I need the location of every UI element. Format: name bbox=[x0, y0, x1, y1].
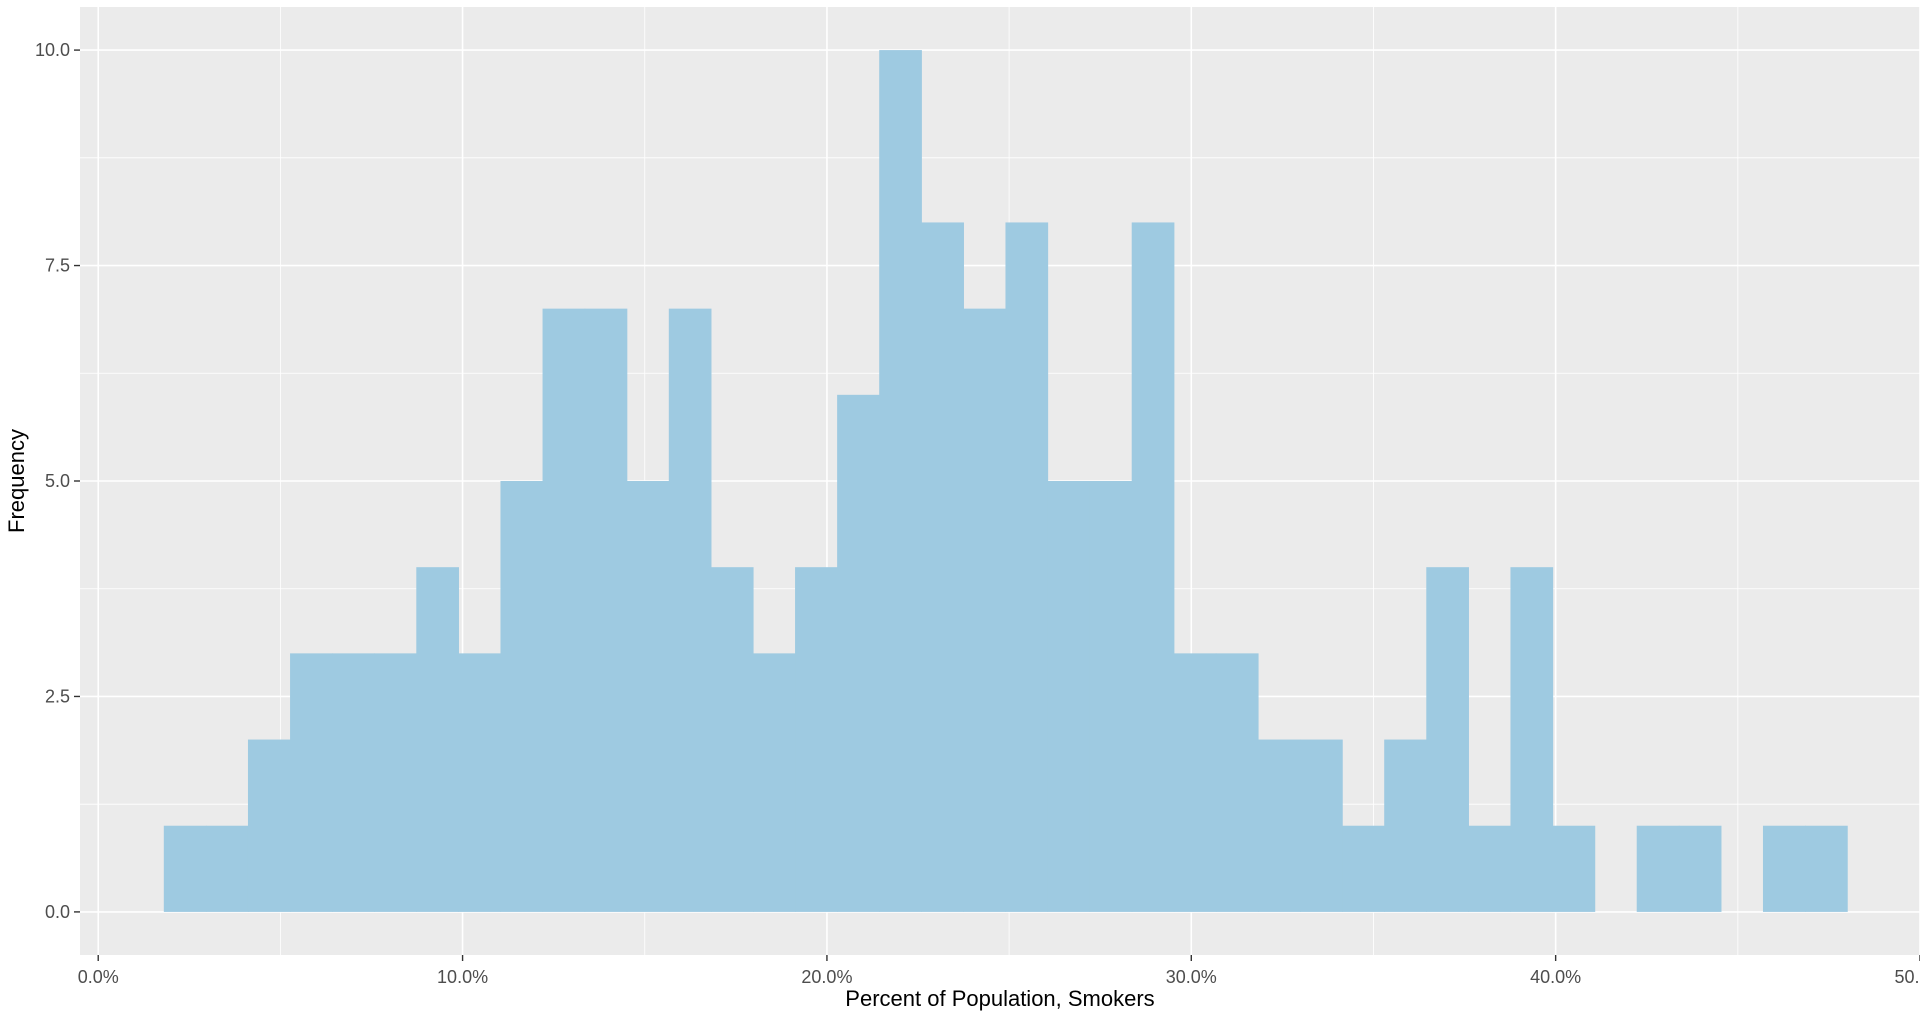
x-tick-label: 20.0% bbox=[801, 967, 852, 987]
histogram-bar bbox=[795, 567, 838, 912]
histogram-bar bbox=[500, 481, 544, 912]
histogram-bar bbox=[921, 222, 964, 912]
histogram-bar bbox=[1468, 825, 1512, 912]
histogram-bar bbox=[1005, 222, 1049, 912]
histogram-bar bbox=[626, 481, 670, 912]
histogram-bar bbox=[963, 308, 1007, 912]
y-tick-label: 7.5 bbox=[45, 256, 70, 276]
histogram-bar bbox=[374, 653, 417, 912]
x-axis-ticks: 0.0% 10.0% 20.0% 30.0% 40.0% 50.0% bbox=[78, 955, 1920, 987]
y-tick-label: 2.5 bbox=[45, 686, 70, 706]
x-tick-label: 10.0% bbox=[437, 967, 488, 987]
y-axis-ticks: 0.0 2.5 5.0 7.5 10.0 bbox=[35, 40, 80, 922]
histogram-bars bbox=[163, 50, 1848, 912]
histogram-bar bbox=[163, 825, 207, 912]
histogram-bar bbox=[879, 50, 922, 912]
histogram-bar bbox=[1173, 653, 1217, 912]
x-tick-label: 40.0% bbox=[1530, 967, 1581, 987]
histogram-bar bbox=[710, 567, 754, 912]
histogram-bar bbox=[1510, 567, 1554, 912]
histogram-bar bbox=[1215, 653, 1259, 912]
histogram-bar bbox=[247, 739, 291, 912]
histogram-bar bbox=[1047, 481, 1091, 912]
histogram-bar bbox=[416, 567, 459, 912]
histogram-bar bbox=[1342, 825, 1385, 912]
x-axis-title: Percent of Population, Smokers bbox=[845, 986, 1154, 1011]
histogram-bar bbox=[1426, 567, 1469, 912]
histogram-bar bbox=[752, 653, 796, 912]
histogram-bar bbox=[205, 825, 249, 912]
x-tick-label: 0.0% bbox=[78, 967, 119, 987]
histogram-bar bbox=[1131, 222, 1175, 912]
histogram-bar bbox=[332, 653, 375, 912]
histogram-bar bbox=[837, 394, 880, 912]
histogram-bar bbox=[1089, 481, 1133, 912]
x-tick-label: 30.0% bbox=[1166, 967, 1217, 987]
histogram-bar bbox=[1678, 825, 1722, 912]
histogram-bar bbox=[458, 653, 502, 912]
histogram-bar bbox=[1636, 825, 1680, 912]
histogram-bar bbox=[290, 653, 333, 912]
y-tick-label: 5.0 bbox=[45, 471, 70, 491]
histogram-bar bbox=[1384, 739, 1427, 912]
histogram-bar bbox=[584, 308, 628, 912]
histogram-bar bbox=[1257, 739, 1301, 912]
y-tick-label: 10.0 bbox=[35, 40, 70, 60]
y-axis-title: Frequency bbox=[4, 429, 29, 533]
histogram-bar bbox=[1300, 739, 1343, 912]
histogram-bar bbox=[1805, 825, 1848, 912]
histogram-bar bbox=[1762, 825, 1806, 912]
histogram-bar bbox=[1552, 825, 1596, 912]
x-tick-label: 50.0% bbox=[1894, 967, 1920, 987]
histogram-bar bbox=[542, 308, 586, 912]
y-tick-label: 0.0 bbox=[45, 902, 70, 922]
histogram-bar bbox=[668, 308, 712, 912]
